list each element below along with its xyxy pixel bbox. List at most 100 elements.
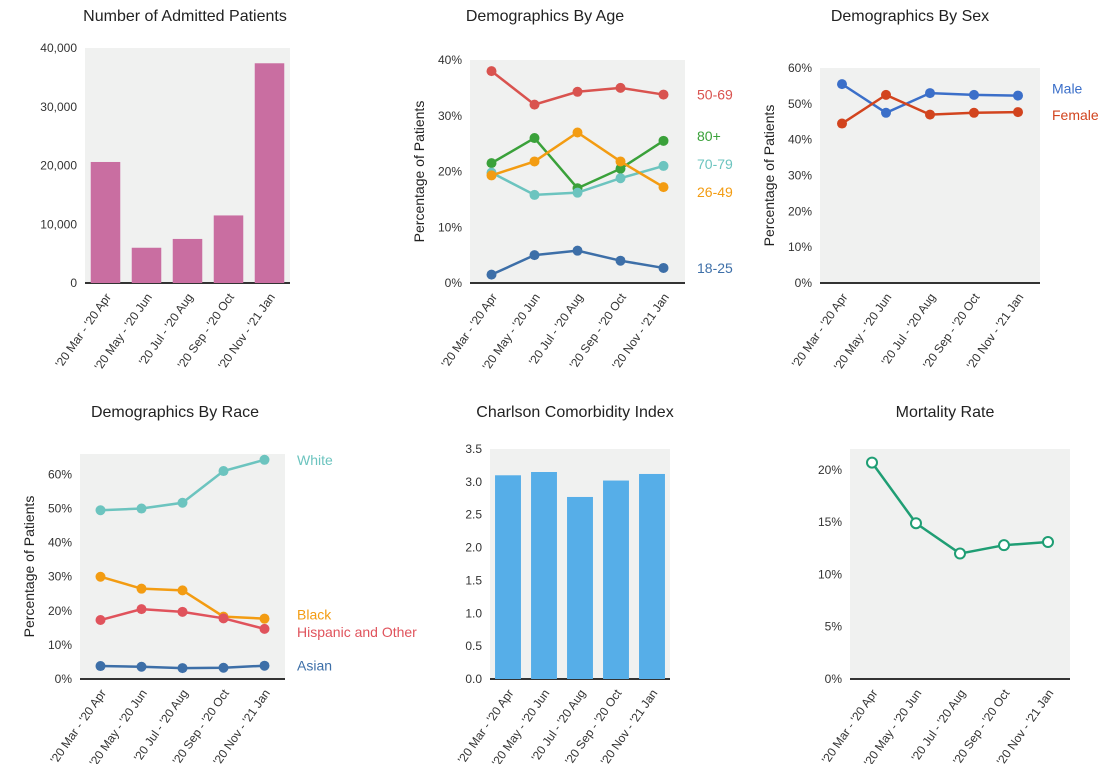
series-label: 50-69 bbox=[697, 87, 733, 103]
age-demographics-panel: Demographics By Age 0% 10% 20% 30% 40% Percen… bbox=[400, 8, 740, 388]
race-demographics-chart: 0% 10% 20% 30% 40% 50% 60% Percentage of Patien… bbox=[21, 452, 417, 764]
y-tick-label: 30% bbox=[48, 570, 72, 584]
data-point bbox=[136, 661, 147, 672]
y-axis-label: Percentage of Patients bbox=[761, 105, 777, 247]
chart-title: Mortality Rate bbox=[895, 404, 995, 421]
plot-area bbox=[820, 68, 1040, 283]
series-label: Hispanic and Other bbox=[297, 624, 417, 640]
bar bbox=[90, 161, 121, 283]
data-point bbox=[95, 571, 106, 582]
data-point bbox=[95, 505, 106, 516]
data-point bbox=[1013, 107, 1023, 118]
plot-area bbox=[850, 449, 1070, 679]
data-point bbox=[910, 517, 922, 530]
series-label: Black bbox=[297, 607, 332, 623]
data-point bbox=[177, 606, 188, 617]
y-tick-label: 40% bbox=[48, 536, 72, 550]
data-point bbox=[1013, 90, 1023, 101]
plot-area bbox=[80, 454, 285, 679]
data-point bbox=[969, 107, 979, 118]
bar bbox=[131, 247, 162, 283]
y-tick-label: 2.0 bbox=[465, 541, 482, 555]
race-demographics-panel: Demographics By Race 0% 10% 20% 30% 40% 50% 60… bbox=[10, 404, 440, 764]
data-point bbox=[486, 269, 497, 280]
data-point bbox=[615, 156, 626, 167]
sex-demographics-panel: Demographics By Sex 0% 10% 20% 30% 40% 50% 60%… bbox=[760, 8, 1103, 388]
data-point bbox=[969, 89, 979, 100]
age-demographics-chart: 0%10%20%30%40%Percentage of Patients'20 … bbox=[411, 53, 733, 373]
comorbidity-panel: Charlson Comorbidity Index 0.0 0.5 1.0 1.5 2… bbox=[440, 404, 710, 764]
data-point bbox=[866, 456, 878, 469]
series-label: Male bbox=[1052, 81, 1083, 97]
y-tick-label: 0% bbox=[795, 276, 813, 290]
y-axis-label: Percentage of Patients bbox=[21, 496, 37, 638]
chart-title: Demographics By Sex bbox=[830, 8, 990, 25]
sex-demographics-chart: 0% 10% 20% 30% 40% 50% 60% Percentage of Patien… bbox=[761, 61, 1099, 373]
mortality-chart: 0%5%10%15%20%'20 Mar - '20 Apr'20 May - … bbox=[818, 449, 1070, 764]
data-point bbox=[259, 623, 270, 634]
data-point bbox=[998, 539, 1010, 552]
data-point bbox=[218, 662, 229, 673]
data-point bbox=[658, 262, 669, 273]
data-point bbox=[837, 118, 847, 129]
y-tick-label: 20% bbox=[438, 165, 462, 179]
y-tick-label: 0 bbox=[70, 276, 77, 290]
data-point bbox=[658, 160, 669, 171]
data-point bbox=[658, 182, 669, 193]
data-point bbox=[1042, 536, 1054, 549]
data-point bbox=[954, 547, 966, 560]
y-tick-label: 0.0 bbox=[465, 672, 482, 686]
series-label: 80+ bbox=[697, 128, 721, 144]
data-point bbox=[572, 86, 583, 97]
data-point bbox=[572, 245, 583, 256]
y-tick-label: 15% bbox=[818, 515, 842, 529]
y-tick-label: 20% bbox=[788, 204, 812, 218]
data-point bbox=[177, 497, 188, 508]
data-point bbox=[615, 163, 626, 174]
chart-title: Number of Admitted Patients bbox=[83, 8, 287, 25]
data-point bbox=[881, 89, 891, 100]
y-tick-label: 30,000 bbox=[40, 100, 77, 114]
y-tick-label: 1.0 bbox=[465, 606, 482, 620]
y-tick-label: 60% bbox=[48, 467, 72, 481]
data-point bbox=[615, 173, 626, 184]
y-tick-label: 30% bbox=[438, 109, 462, 123]
data-point bbox=[177, 663, 188, 674]
y-tick-label: 20% bbox=[818, 463, 842, 477]
y-tick-label: 10,000 bbox=[40, 217, 77, 231]
data-point bbox=[925, 88, 935, 99]
data-point bbox=[486, 170, 497, 181]
admitted-patients-panel: Number of Admitted Patients 0 10,000 20,00… bbox=[40, 8, 330, 388]
data-point bbox=[95, 615, 106, 626]
series-label: White bbox=[297, 452, 333, 468]
y-tick-label: 50% bbox=[48, 502, 72, 516]
y-tick-label: 50% bbox=[788, 97, 812, 111]
data-point bbox=[881, 107, 891, 118]
y-tick-label: 10% bbox=[438, 220, 462, 234]
bar bbox=[603, 480, 629, 679]
y-tick-label: 10% bbox=[788, 240, 812, 254]
data-point bbox=[218, 466, 229, 477]
data-point bbox=[136, 503, 147, 514]
data-point bbox=[572, 187, 583, 198]
bar bbox=[254, 63, 285, 284]
bar bbox=[172, 238, 203, 283]
series-label: 70-79 bbox=[697, 156, 733, 172]
y-tick-label: 40,000 bbox=[40, 41, 77, 55]
series-label: 26-49 bbox=[697, 184, 733, 200]
chart-title: Demographics By Age bbox=[465, 8, 625, 25]
y-tick-label: 60% bbox=[788, 61, 812, 75]
series-label: Female bbox=[1052, 107, 1099, 123]
data-point bbox=[925, 109, 935, 120]
y-tick-label: 5% bbox=[825, 620, 843, 634]
data-point bbox=[658, 89, 669, 100]
y-tick-label: 10% bbox=[48, 638, 72, 652]
data-point bbox=[529, 189, 540, 200]
y-tick-label: 20,000 bbox=[40, 159, 77, 173]
data-point bbox=[486, 158, 497, 169]
y-tick-label: 3.5 bbox=[465, 442, 482, 456]
y-tick-label: 0% bbox=[55, 672, 73, 686]
y-tick-label: 40% bbox=[438, 53, 462, 67]
